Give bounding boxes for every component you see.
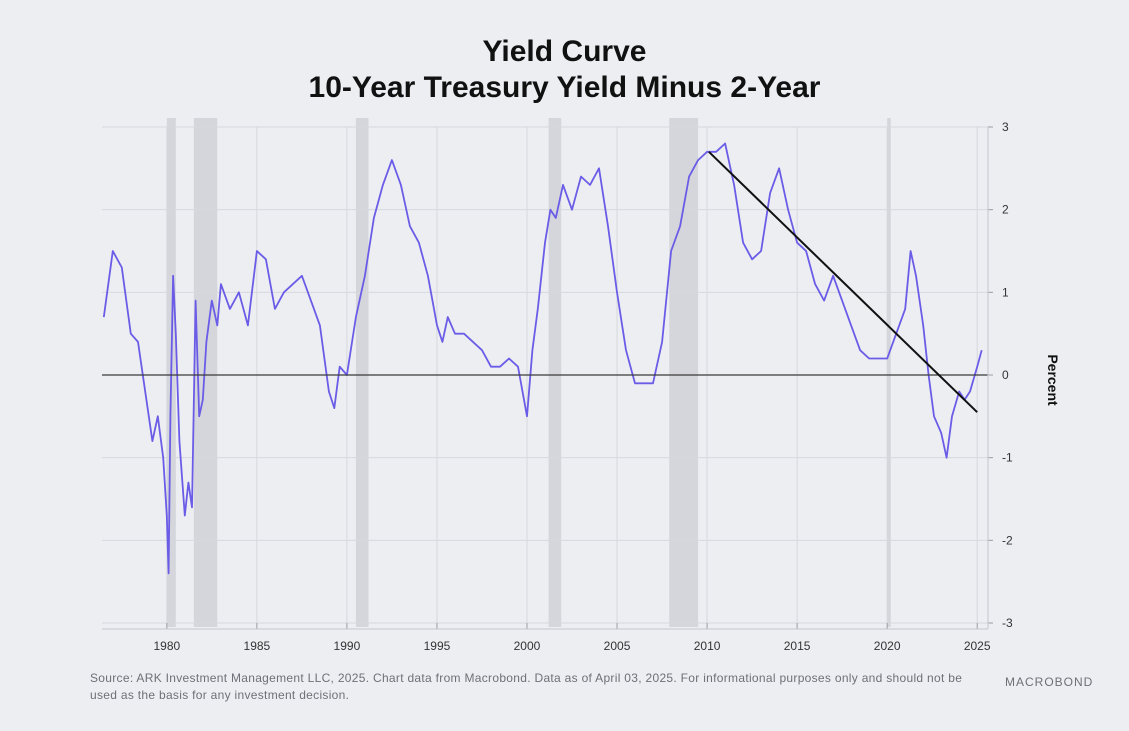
recession-band xyxy=(355,118,369,627)
source-note: Source: ARK Investment Management LLC, 2… xyxy=(90,671,963,702)
recession-band xyxy=(548,118,562,627)
chart-title: Yield Curve 10-Year Treasury Yield Minus… xyxy=(0,34,1129,106)
x-tick-label: 2000 xyxy=(514,639,541,653)
recession-band xyxy=(193,118,218,627)
x-tick-label: 2015 xyxy=(784,639,811,653)
chart-title-line-1: Yield Curve xyxy=(482,35,647,68)
chart-title-line-2: 10-Year Treasury Yield Minus 2-Year xyxy=(308,71,821,104)
recession-band xyxy=(669,118,699,627)
x-tick-label: 1980 xyxy=(153,639,180,653)
axes xyxy=(102,126,993,630)
y-tick-label: 3 xyxy=(1002,120,1009,134)
y-axis-label: Percent xyxy=(1045,354,1061,406)
x-tick-label: 2010 xyxy=(694,639,721,653)
y-tick-label: -1 xyxy=(1002,451,1013,465)
x-tick-label: 2020 xyxy=(874,639,901,653)
series-line xyxy=(102,142,983,575)
recession-bands xyxy=(166,118,891,627)
x-tick-label: 2025 xyxy=(964,639,991,653)
recession-band xyxy=(887,118,891,627)
series-layer xyxy=(102,142,988,575)
y-tick-label: -2 xyxy=(1002,533,1013,547)
x-tick-label: 2005 xyxy=(604,639,631,653)
y-tick-label: 1 xyxy=(1002,285,1009,299)
y-tick-label: -3 xyxy=(1002,616,1013,630)
x-tick-label: 1990 xyxy=(334,639,361,653)
tick-labels: 3 2 1 0 -1 -2 -3 1980 1985 1990 1995 2000 2005 2010 20… xyxy=(153,120,1013,653)
y-tick-label: 0 xyxy=(1002,368,1009,382)
x-tick-label: 1985 xyxy=(244,639,271,653)
macrobond-logo: MACROBOND xyxy=(1005,675,1094,689)
y-tick-label: 2 xyxy=(1002,203,1009,217)
x-tick-label: 1995 xyxy=(424,639,451,653)
trend-line xyxy=(708,151,978,413)
